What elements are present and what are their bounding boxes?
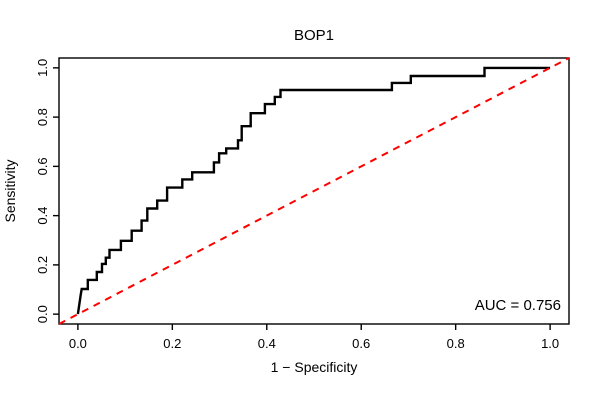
y-tick-label: 0.0 [35, 305, 50, 323]
chart-title: BOP1 [294, 27, 334, 44]
x-axis-label: 1 − Specificity [271, 359, 358, 375]
y-tick-label: 1.0 [35, 59, 50, 77]
roc-curve-path [76, 66, 551, 315]
y-tick-label: 0.6 [35, 157, 50, 175]
y-tick-label: 0.4 [35, 207, 50, 225]
x-tick-label: 0.8 [447, 336, 465, 351]
plot-box [58, 57, 570, 325]
x-tick-label: 0.6 [352, 336, 370, 351]
x-tick-label: 0.0 [69, 336, 87, 351]
y-tick-label: 0.8 [35, 108, 50, 126]
series [58, 57, 570, 325]
reference-diagonal-line [58, 57, 570, 325]
x-tick-label: 1.0 [541, 336, 559, 351]
auc-annotation: AUC = 0.756 [475, 297, 561, 314]
y-axis-label: Sensitivity [2, 159, 18, 222]
y-tick-label: 0.2 [35, 256, 50, 274]
x-tick-label: 0.4 [258, 336, 276, 351]
x-tick-label: 0.2 [163, 336, 181, 351]
axes: 0.0 0.2 0.4 0.6 0.8 1.0 0.0 0.2 0.4 0.6 0.8 1.0 [35, 57, 570, 351]
